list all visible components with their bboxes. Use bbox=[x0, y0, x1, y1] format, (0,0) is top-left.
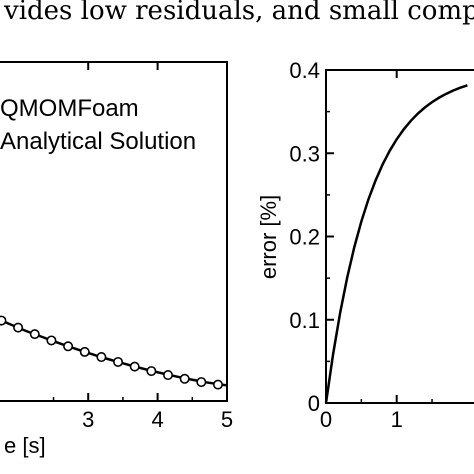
qmomfoam-point bbox=[79, 346, 90, 357]
qmomfoam-point bbox=[63, 341, 74, 352]
qmomfoam-point bbox=[46, 335, 57, 346]
qmomfoam-point bbox=[96, 352, 107, 363]
error-curve-line bbox=[324, 84, 468, 404]
qmomfoam-point bbox=[0, 315, 7, 326]
y-tick-label: 0.3 bbox=[289, 141, 320, 166]
x-tick-label: 4 bbox=[151, 407, 163, 432]
x-tick-label: 5 bbox=[221, 407, 233, 432]
y-tick-label: 0.4 bbox=[289, 58, 320, 83]
chart-right: 0 0.1 0.2 0.3 0.4 0 1 error [%] bbox=[256, 58, 474, 432]
x-tick-label: 3 bbox=[82, 407, 94, 432]
legend-label: Analytical Solution bbox=[0, 128, 196, 155]
chart-left: QMOMFoam Analytical Solution 3 4 5 e [s] bbox=[0, 61, 233, 458]
y-tick-label: 0.1 bbox=[289, 308, 320, 333]
right-plot-frame bbox=[325, 69, 474, 404]
caption-text: vides low residuals, and small computati… bbox=[3, 0, 474, 26]
qmomfoam-point bbox=[179, 373, 190, 384]
x-tick-label: 0 bbox=[320, 407, 332, 432]
y-tick-label: 0 bbox=[308, 391, 320, 416]
y-axis-title: error [%] bbox=[256, 195, 281, 279]
qmomfoam-point bbox=[129, 361, 140, 372]
qmomfoam-point bbox=[163, 370, 174, 381]
qmomfoam-point bbox=[113, 356, 124, 367]
x-axis-title: e [s] bbox=[4, 433, 46, 458]
qmomfoam-point bbox=[29, 329, 40, 340]
y-tick-label: 0.2 bbox=[289, 225, 320, 250]
qmomfoam-point bbox=[196, 377, 207, 388]
qmomfoam-point bbox=[212, 379, 223, 390]
qmomfoam-point bbox=[13, 322, 24, 333]
qmomfoam-point bbox=[146, 366, 157, 377]
x-tick-label: 1 bbox=[391, 407, 403, 432]
legend-label: QMOMFoam bbox=[0, 95, 139, 122]
left-plot-frame bbox=[0, 61, 228, 402]
analytical-solution-line bbox=[0, 318, 228, 387]
